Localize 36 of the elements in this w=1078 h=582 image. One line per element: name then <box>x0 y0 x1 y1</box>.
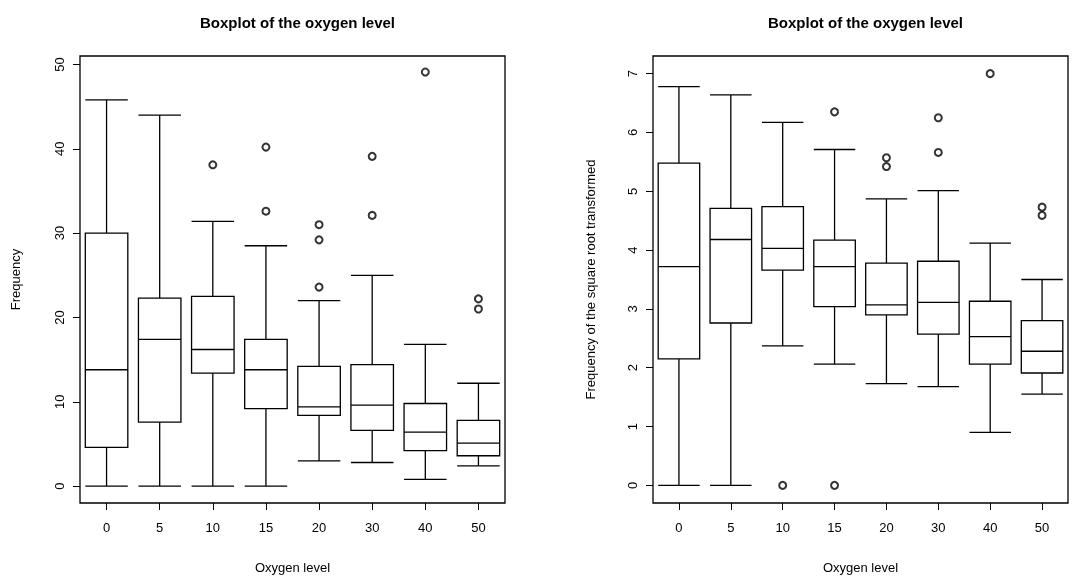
y-tick-label: 3 <box>625 305 640 313</box>
y-tick-label: 6 <box>625 128 640 137</box>
x-tick-label: 40 <box>418 520 433 535</box>
x-axis-title: Oxygen level <box>822 560 899 575</box>
x-tick-label: 30 <box>364 520 380 535</box>
chart-title: Boxplot of the oxygen level <box>199 14 396 31</box>
y-tick-label: 4 <box>625 246 640 254</box>
y-tick-label: 7 <box>625 70 640 78</box>
y-tick-label: 0 <box>52 482 67 490</box>
x-tick-label: 15 <box>258 520 274 535</box>
y-tick-label: 1 <box>625 422 640 431</box>
y-tick-label: 5 <box>625 187 640 195</box>
y-tick-label: 2 <box>625 364 640 372</box>
x-tick-label: 15 <box>827 520 842 535</box>
y-tick-label: 30 <box>52 225 67 241</box>
x-tick-label: 50 <box>471 520 486 535</box>
x-tick-label: 20 <box>879 520 894 535</box>
y-axis-title: Frequency <box>8 248 23 311</box>
x-axis-title: Oxygen level <box>254 560 331 575</box>
y-axis-title: Frequency of the square root transformed <box>583 159 598 400</box>
y-tick-label: 20 <box>52 310 67 325</box>
x-tick-label: 0 <box>675 520 683 535</box>
x-tick-label: 0 <box>102 520 111 535</box>
x-tick-label: 10 <box>775 520 790 535</box>
x-tick-label: 50 <box>1034 520 1050 535</box>
x-tick-label: 20 <box>311 520 327 535</box>
x-tick-label: 30 <box>931 520 946 535</box>
x-tick-label: 10 <box>205 520 221 535</box>
x-tick-label: 5 <box>727 520 735 535</box>
chart-title: Boxplot of the oxygen level <box>767 14 964 31</box>
y-tick-label: 0 <box>625 481 640 489</box>
y-tick-label: 40 <box>52 141 67 157</box>
x-tick-label: 5 <box>156 520 164 535</box>
x-tick-label: 40 <box>982 520 998 535</box>
y-tick-label: 10 <box>52 394 67 410</box>
y-tick-label: 50 <box>52 57 67 72</box>
